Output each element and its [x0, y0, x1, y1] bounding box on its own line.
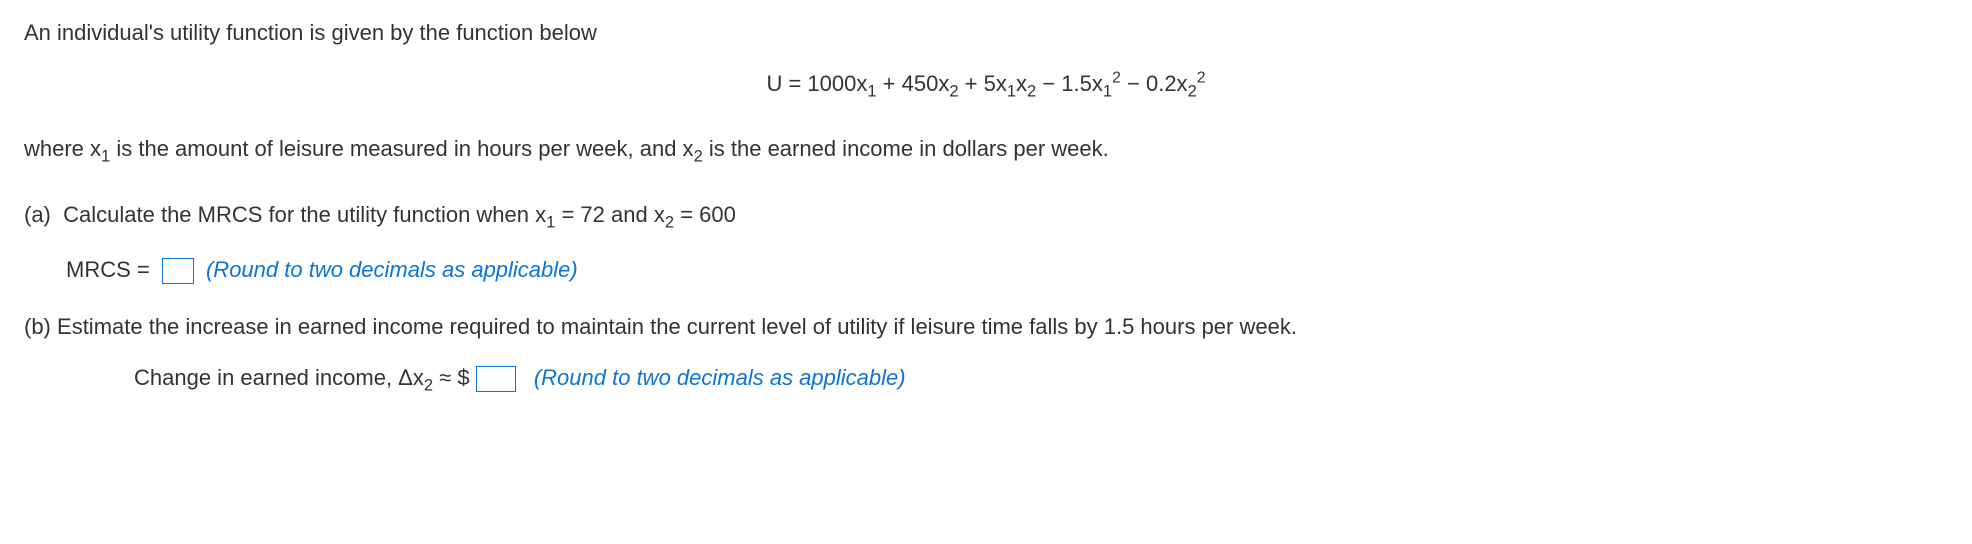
eq-part: − 1.5x — [1042, 71, 1103, 96]
part-b-label: (b) — [24, 314, 51, 339]
where-a: where x — [24, 136, 101, 161]
part-b: (b) Estimate the increase in earned inco… — [24, 310, 1948, 343]
mrcs-input[interactable] — [162, 258, 194, 284]
eq-part: + 5x — [965, 71, 1007, 96]
intro-line-2: where x1 is the amount of leisure measur… — [24, 132, 1948, 169]
utility-equation: U = 1000x1 + 450x2 + 5x1x2 − 1.5x12 − 0.… — [24, 67, 1948, 104]
sub-2: 2 — [424, 376, 433, 394]
where-c: is the earned income in dollars per week… — [709, 136, 1109, 161]
eq-part: U = 1000x — [766, 71, 867, 96]
part-a-answer-row: MRCS = (Round to two decimals as applica… — [24, 253, 1948, 286]
intro-text: An individual's utility function is give… — [24, 20, 597, 45]
sub-2: 2 — [665, 213, 674, 231]
where-b: is the amount of leisure measured in hou… — [116, 136, 693, 161]
sup-2: 2 — [1112, 70, 1121, 87]
part-a-label: (a) — [24, 202, 51, 227]
part-b-answer-row: Change in earned income, Δx2 ≈ $ (Round … — [24, 361, 1948, 398]
eq-part: x — [1016, 71, 1027, 96]
part-b-text: Estimate the increase in earned income r… — [57, 314, 1297, 339]
sub-2: 2 — [694, 148, 703, 166]
part-a-text-c: = 600 — [680, 202, 736, 227]
sub-1: 1 — [1007, 83, 1016, 101]
sub-2: 2 — [1188, 83, 1197, 101]
part-a-text-b: = 72 and x — [561, 202, 664, 227]
sup-2: 2 — [1197, 70, 1206, 87]
sub-1: 1 — [867, 83, 876, 101]
part-a-hint: (Round to two decimals as applicable) — [206, 257, 578, 282]
eq-part: + 450x — [883, 71, 950, 96]
mrcs-label: MRCS = — [66, 257, 156, 282]
sub-2: 2 — [1027, 83, 1036, 101]
sub-1: 1 — [101, 148, 110, 166]
intro-line-1: An individual's utility function is give… — [24, 16, 1948, 49]
delta-x2-input[interactable] — [476, 366, 516, 392]
part-a: (a) Calculate the MRCS for the utility f… — [24, 198, 1948, 235]
sub-1: 1 — [546, 213, 555, 231]
sub-1: 1 — [1103, 83, 1112, 101]
part-a-text-a: Calculate the MRCS for the utility funct… — [63, 202, 546, 227]
change-label-b: ≈ $ — [439, 365, 469, 390]
change-label-a: Change in earned income, Δx — [134, 365, 424, 390]
eq-part: − 0.2x — [1127, 71, 1188, 96]
part-b-hint: (Round to two decimals as applicable) — [534, 365, 906, 390]
sub-2: 2 — [949, 83, 958, 101]
